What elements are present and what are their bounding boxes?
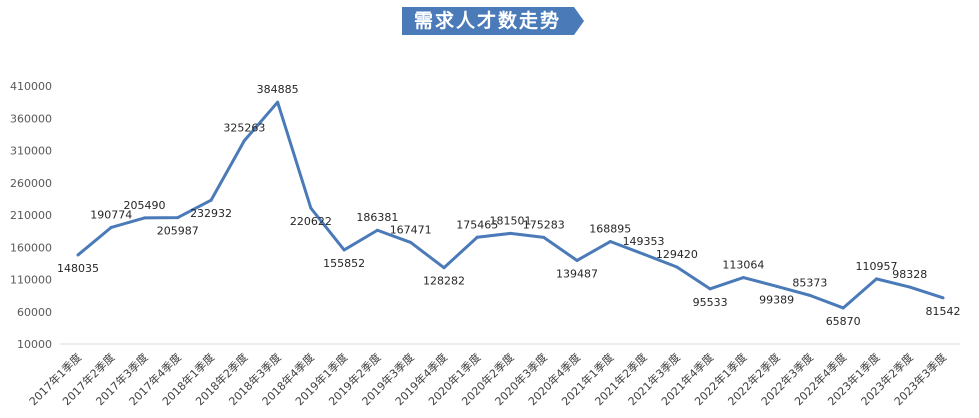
y-tick-label: 210000 [10, 209, 52, 222]
data-label: 148035 [57, 262, 99, 275]
data-point [442, 266, 446, 270]
data-point [375, 228, 379, 232]
data-label: 128282 [423, 275, 465, 288]
y-tick-label: 60000 [17, 306, 52, 319]
data-point [276, 100, 280, 104]
data-label: 129420 [656, 248, 698, 261]
y-tick-label: 260000 [10, 177, 52, 190]
data-label: 110957 [855, 260, 897, 273]
data-point [109, 225, 113, 229]
chart-title: 需求人才数走势 [402, 7, 574, 35]
y-tick-label: 10000 [17, 338, 52, 351]
data-point [309, 206, 313, 210]
data-point [342, 248, 346, 252]
data-point [608, 240, 612, 244]
data-point [475, 235, 479, 239]
data-label: 384885 [257, 83, 299, 96]
data-label: 85373 [792, 276, 827, 289]
data-label: 98328 [892, 268, 927, 281]
data-point [209, 198, 213, 202]
data-label: 205987 [157, 225, 199, 238]
data-point [542, 235, 546, 239]
data-point [741, 276, 745, 280]
y-tick-label: 310000 [10, 145, 52, 158]
data-point [143, 216, 147, 220]
data-point [874, 277, 878, 281]
data-label: 99389 [759, 293, 794, 306]
data-label: 168895 [589, 223, 631, 236]
data-label: 190774 [90, 208, 132, 221]
data-label: 325263 [223, 122, 265, 135]
data-point [808, 293, 812, 297]
data-label: 139487 [556, 267, 598, 280]
data-label: 167471 [390, 223, 432, 236]
data-label: 232932 [190, 207, 232, 220]
data-label: 95533 [693, 296, 728, 309]
data-label: 181501 [490, 214, 532, 227]
data-point [908, 285, 912, 289]
data-point [242, 139, 246, 143]
data-point [841, 306, 845, 310]
y-tick-label: 410000 [10, 80, 52, 93]
data-point [76, 253, 80, 257]
data-point [575, 258, 579, 262]
data-point [941, 296, 945, 300]
data-label: 220622 [290, 215, 332, 228]
data-label: 175283 [523, 218, 565, 231]
data-point [642, 252, 646, 256]
data-label: 65870 [826, 315, 861, 328]
data-point [509, 231, 512, 235]
data-label: 81542 [926, 305, 961, 318]
data-point [176, 216, 180, 220]
y-tick-label: 110000 [10, 274, 52, 287]
data-point [775, 284, 779, 288]
data-point [675, 265, 679, 269]
title-arrow-decoration [574, 7, 584, 35]
data-label: 113064 [722, 259, 764, 272]
y-tick-label: 160000 [10, 241, 52, 254]
data-label: 186381 [356, 211, 398, 224]
y-tick-label: 360000 [10, 112, 52, 125]
data-label: 175465 [456, 218, 498, 231]
data-point [708, 287, 712, 291]
data-label: 149353 [623, 235, 665, 248]
data-label: 155852 [323, 257, 365, 270]
data-point [409, 240, 413, 244]
data-label: 205490 [124, 199, 166, 212]
